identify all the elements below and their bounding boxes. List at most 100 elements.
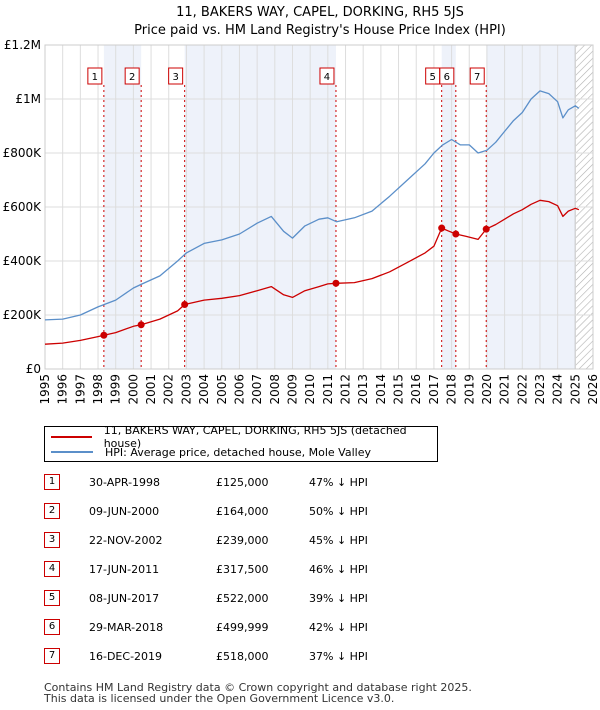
footer-licence: This data is licensed under the Open Gov… [44,692,395,705]
sale-label-text-3: 3 [172,72,178,83]
x-tick-label: 1996 [56,374,70,405]
x-tick-label: 2020 [480,374,494,405]
chart-title: 11, BAKERS WAY, CAPEL, DORKING, RH5 5JS [176,5,464,20]
x-tick-label: 2005 [215,374,229,405]
sale-label-box-1 [87,67,103,85]
x-tick-label: 2007 [250,374,264,405]
x-tick-label: 2003 [179,374,193,405]
sale-price: £518,000 [216,650,269,663]
y-tick-label: £200K [3,308,43,322]
x-tick-label: 2026 [586,374,600,405]
sale-number-badge: 5 [44,590,60,606]
price-series-line [44,199,580,345]
sale-number-badge: 3 [44,532,60,548]
sale-hpi-diff: 50% ↓ HPI [309,505,368,518]
sale-number-badge: 6 [44,619,60,635]
y-tick-label: £400K [3,254,43,268]
sale-price: £522,000 [216,592,269,605]
x-tick-label: 2021 [498,374,512,405]
sale-point-5 [438,224,446,232]
x-tick-label: 1995 [38,374,52,405]
x-tick-label: 2008 [268,374,282,405]
sale-number-badge: 4 [44,561,60,577]
x-tick-label: 2019 [462,374,476,405]
legend-swatch-hpi [51,451,93,453]
sale-price: £239,000 [216,534,269,547]
footer: Contains HM Land Registry data © Crown c… [44,682,472,704]
plot-frame [44,44,594,370]
sale-label-box-7 [469,67,485,85]
sales-table-row: 7 16-DEC-2019 £518,000 37% ↓ HPI [44,648,464,666]
sale-label-box-2 [124,67,140,85]
x-tick-label: 2024 [551,374,565,405]
sale-hpi-diff: 47% ↓ HPI [309,476,368,489]
x-tick-label: 2016 [409,374,423,405]
sale-point-3 [181,300,189,308]
x-tick-label: 1998 [91,374,105,405]
legend-label-hpi: HPI: Average price, detached house, Mole… [105,445,371,459]
sale-date: 30-APR-1998 [89,476,161,489]
y-tick-label: £0 [26,362,41,376]
sale-price: £125,000 [216,476,269,489]
x-tick-label: 2011 [321,374,335,405]
sale-date: 16-DEC-2019 [89,650,163,663]
price-chart: 11, BAKERS WAY, CAPEL, DORKING, RH5 5JS … [3,5,600,405]
footer-copyright: Contains HM Land Registry data © Crown c… [44,681,472,694]
x-tick-label: 2014 [374,374,388,405]
sale-label-text-2: 2 [129,72,135,83]
x-tick-label: 2006 [232,374,246,405]
x-tick-label: 2013 [356,374,370,405]
sale-hpi-diff: 37% ↓ HPI [309,650,368,663]
x-tick-label: 2023 [533,374,547,405]
sale-date: 09-JUN-2000 [89,505,160,518]
chart-subtitle: Price paid vs. HM Land Registry's House … [134,23,506,38]
x-tick-label: 2017 [427,374,441,405]
sale-label-text-7: 7 [474,72,480,83]
sale-point-2 [137,321,145,329]
sales-table-row: 6 29-MAR-2018 £499,999 42% ↓ HPI [44,619,464,637]
legend-swatch-price [51,436,92,438]
x-tick-label: 2009 [285,374,299,405]
sale-label-text-4: 4 [324,72,330,83]
sales-table-row: 5 08-JUN-2017 £522,000 39% ↓ HPI [44,590,464,608]
legend-label-price: 11, BAKERS WAY, CAPEL, DORKING, RH5 5JS … [103,424,407,450]
x-tick-label: 2025 [568,374,582,405]
x-tick-label: 2002 [162,374,176,405]
sale-hpi-diff: 45% ↓ HPI [309,534,368,547]
x-tick-label: 2018 [445,374,459,405]
sales-table-row: 3 22-NOV-2002 £239,000 45% ↓ HPI [44,532,464,550]
sale-date: 22-NOV-2002 [89,534,163,547]
sale-hpi-diff: 39% ↓ HPI [309,592,368,605]
sale-point-1 [100,331,108,339]
sale-number-badge: 2 [44,503,60,519]
chart-legend: 11, BAKERS WAY, CAPEL, DORKING, RH5 5JS … [44,424,438,462]
sale-point-7 [482,225,490,233]
sale-date: 08-JUN-2017 [89,592,160,605]
legend-item-price: 11, BAKERS WAY, CAPEL, DORKING, RH5 5JS … [51,424,437,450]
sale-price: £164,000 [216,505,269,518]
y-tick-label: £600K [3,200,43,214]
sale-point-4 [332,279,340,287]
sale-label-box-3 [168,67,184,85]
sales-table-row: 2 09-JUN-2000 £164,000 50% ↓ HPI [44,503,464,521]
sale-label-box-6 [439,67,455,85]
sales-table-row: 1 30-APR-1998 £125,000 47% ↓ HPI [44,474,464,492]
sale-label-text-5: 5 [429,72,435,83]
sale-number-badge: 1 [44,474,60,490]
x-tick-label: 2004 [197,374,211,405]
x-tick-label: 2015 [392,374,406,405]
y-tick-label: £1.2M [4,38,41,52]
x-tick-label: 1999 [109,374,123,405]
x-tick-label: 2000 [126,374,140,405]
sale-number-badge: 7 [44,648,60,664]
sale-price: £499,999 [216,621,269,634]
y-tick-label: £1M [15,92,41,106]
sale-date: 17-JUN-2011 [89,563,160,576]
x-tick-label: 1997 [73,374,87,405]
x-tick-label: 2022 [515,374,529,405]
x-tick-label: 2001 [144,374,158,405]
hpi-series-line [44,90,580,321]
sale-label-text-1: 1 [92,72,98,83]
sale-price: £317,500 [216,563,269,576]
x-tick-label: 2012 [339,374,353,405]
